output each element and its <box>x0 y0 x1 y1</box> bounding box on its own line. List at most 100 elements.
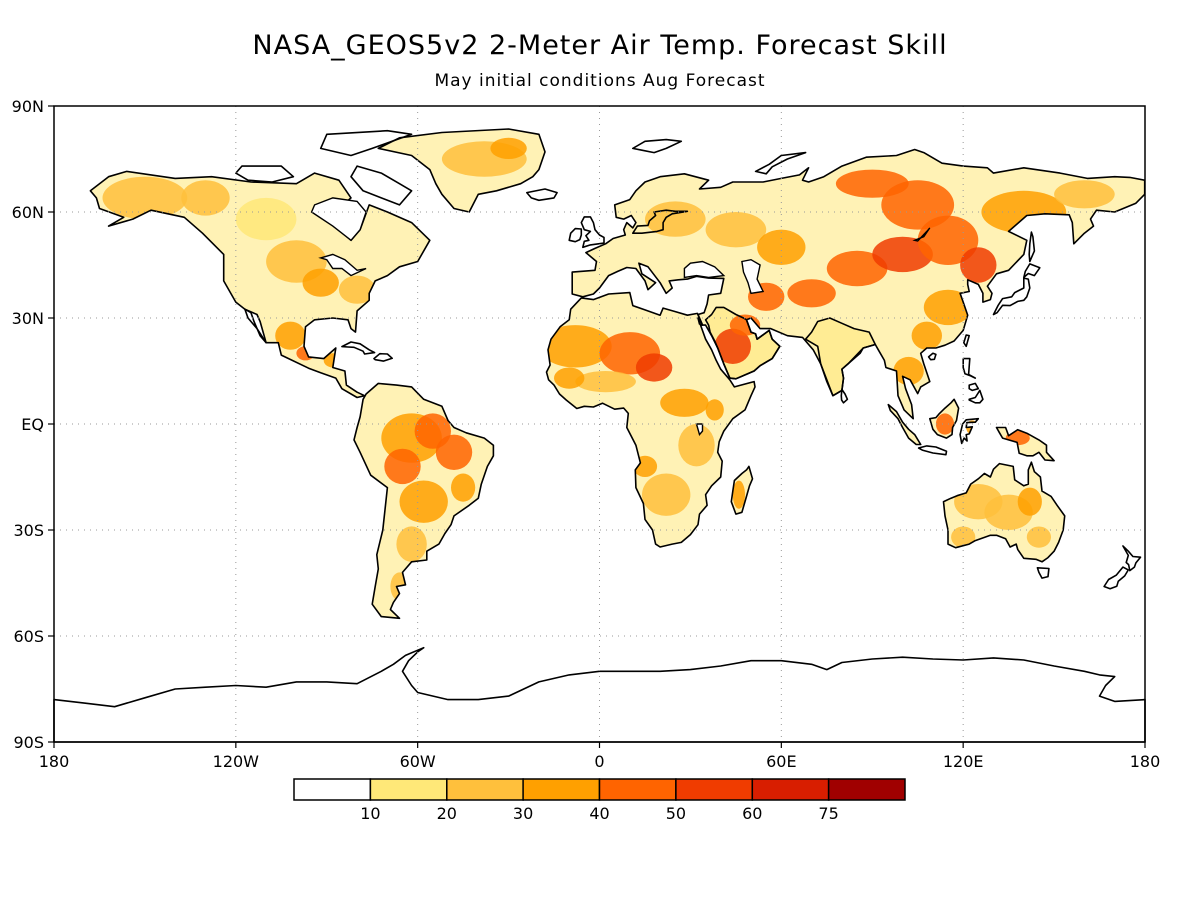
coastline-new-zealand-north <box>1122 545 1142 572</box>
skill-patch-35 <box>872 236 933 273</box>
colorbar-labels: 10 20 30 40 50 60 75 <box>360 804 839 823</box>
colorbar-box-6 <box>751 778 830 801</box>
lat-label-0: 90N <box>12 97 44 116</box>
coastline-india <box>804 317 877 397</box>
skill-patch-26 <box>632 455 658 477</box>
skill-patch-28 <box>554 367 585 389</box>
lat-label-5: 60S <box>13 627 44 646</box>
lat-label-1: 60N <box>12 203 44 222</box>
coastline-java <box>917 445 948 456</box>
skill-patch-50 <box>911 321 942 350</box>
skill-patch-42 <box>705 212 767 248</box>
coastline-baffin-island <box>350 165 413 206</box>
skill-patch-41 <box>645 201 706 237</box>
colorbar-box-5 <box>675 778 754 801</box>
skill-patch-36 <box>917 215 979 265</box>
skill-patch-33 <box>787 279 836 308</box>
coastline-hispaniola <box>373 352 394 362</box>
coastline-sri-lanka <box>840 388 849 404</box>
coastline-cuba <box>341 341 376 355</box>
coastline-tasmania <box>1036 566 1050 579</box>
lon-label-2: 60W <box>400 752 436 771</box>
lat-label-4: 30S <box>13 521 44 540</box>
skill-patch-10 <box>490 137 527 159</box>
coastline-philippines-mindanao <box>968 389 984 404</box>
colorbar-label-3: 40 <box>589 804 609 823</box>
coastline-sumatra <box>887 403 922 446</box>
coastline-borneo <box>928 398 960 439</box>
coastline-philippines-luzon <box>962 357 977 379</box>
skill-patch-21 <box>635 353 673 382</box>
coastline-sulawesi <box>959 417 980 445</box>
skill-patch-6 <box>275 321 306 350</box>
coastline-new-guinea <box>995 426 1055 462</box>
water-great-lakes <box>318 253 367 277</box>
skill-patch-14 <box>435 434 473 470</box>
skill-patch-47 <box>935 413 955 435</box>
skill-patch-13 <box>384 448 421 485</box>
graticule-grid <box>54 106 1145 742</box>
coastline-baja-california <box>244 308 267 344</box>
coastline-arabia <box>704 306 781 380</box>
coastline-philippines-visayas <box>968 382 980 392</box>
skill-patch-19 <box>538 325 612 368</box>
coastline-great-britain <box>580 216 605 249</box>
colorbar-label-1: 20 <box>437 804 457 823</box>
skill-patch-44 <box>981 190 1067 234</box>
colorbar-label-4: 50 <box>666 804 686 823</box>
colorbar-box-1 <box>369 778 448 801</box>
skill-patch-30 <box>714 328 751 364</box>
coastline-svalbard <box>631 138 683 154</box>
coastline-ellesmere-island <box>319 129 413 157</box>
coastline-greenland <box>377 128 546 213</box>
colorbar-label-5: 60 <box>742 804 762 823</box>
water-lake-baikal <box>912 227 931 242</box>
coastline-victoria-island <box>235 165 295 183</box>
colorbar-label-2: 30 <box>513 804 533 823</box>
coastline-japan <box>992 277 1031 316</box>
skill-patch-29 <box>732 480 746 509</box>
skill-patch-24 <box>678 424 715 467</box>
lat-label-2: 30N <box>12 309 44 328</box>
coastline-layer <box>53 128 1146 743</box>
colorbar-label-6: 75 <box>818 804 838 823</box>
coastline-scandinavia-gulf <box>631 209 689 234</box>
skill-patch-1 <box>181 180 230 216</box>
lon-label-3: 0 <box>594 752 604 771</box>
coastline-iceland <box>525 188 558 202</box>
lon-label-4: 60E <box>766 752 796 771</box>
skill-base-north-america <box>90 171 430 398</box>
map-title: NASA_GEOS5v2 2-Meter Air Temp. Forecast … <box>252 30 947 61</box>
colorbar-box-0 <box>293 778 372 801</box>
longitude-labels: 180 120W 60W 0 60E 120E 180 <box>39 752 1161 771</box>
colorbar-boxes <box>293 778 906 801</box>
skill-patch-16 <box>396 526 427 562</box>
skill-patch-40 <box>923 289 973 326</box>
coastline-taiwan <box>962 334 971 348</box>
skill-patch-45 <box>1054 180 1115 209</box>
water-black-sea <box>683 260 726 279</box>
skill-patch-39 <box>835 169 909 198</box>
axis-ticks <box>48 105 1146 748</box>
coastline-ireland <box>568 227 583 243</box>
skill-patch-25 <box>642 473 691 516</box>
coastline-novaya-zemlya <box>754 151 807 175</box>
skill-shading-layer <box>90 129 1145 619</box>
water-lake-victoria <box>695 423 704 437</box>
skill-patch-34 <box>826 250 888 287</box>
coastline-australia <box>942 461 1066 563</box>
colorbar-box-2 <box>446 778 524 801</box>
skill-patch-4 <box>302 268 339 297</box>
skill-patch-22 <box>575 371 636 393</box>
skill-patch-37 <box>960 247 997 283</box>
colorbar-box-7 <box>827 778 906 801</box>
skill-patch-5 <box>338 275 376 304</box>
coastline-africa <box>545 291 756 548</box>
skill-patch-27 <box>705 399 724 421</box>
coastline-madagascar <box>730 465 754 515</box>
lon-label-5: 120E <box>943 752 984 771</box>
skill-patch-23 <box>660 388 709 417</box>
skill-patch-2 <box>235 197 297 241</box>
